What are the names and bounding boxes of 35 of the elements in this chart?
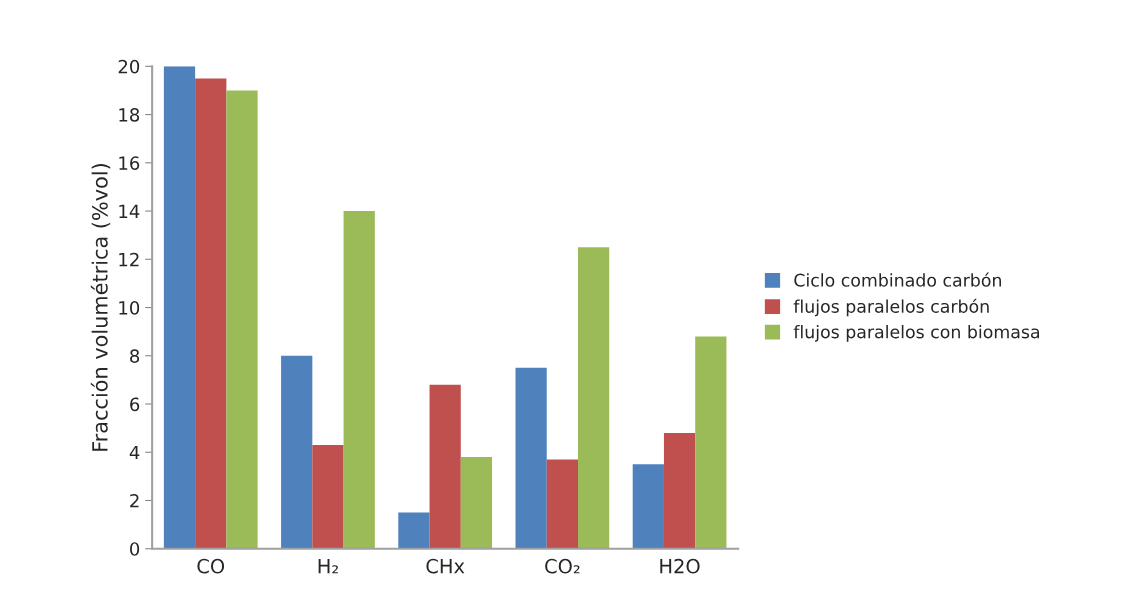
y-tick-label: 14 — [119, 204, 140, 218]
bar — [515, 367, 547, 549]
bar — [312, 445, 344, 549]
bar — [578, 247, 610, 549]
bar — [343, 211, 375, 549]
bar — [429, 384, 461, 549]
bar — [695, 336, 727, 549]
y-axis-title: Fracción volumétrica (%vol) — [90, 164, 111, 451]
y-tick-label: 0 — [130, 542, 140, 556]
y-tick-label: 10 — [119, 300, 140, 315]
y-tick-label: 12 — [119, 252, 139, 267]
bar — [163, 66, 196, 549]
x-tick-label: H₂ — [318, 559, 338, 574]
bar — [632, 464, 664, 549]
x-tick-label: H2O — [660, 558, 700, 574]
bar — [460, 457, 493, 549]
legend-label: Ciclo combinado carbón — [794, 272, 1001, 287]
y-tick-label: 16 — [119, 156, 140, 170]
y-tick-label: 6 — [130, 397, 140, 412]
bar — [546, 459, 578, 549]
bar — [226, 90, 258, 549]
y-tick-label: 8 — [130, 349, 140, 363]
x-tick-label: CO — [197, 558, 225, 574]
legend-label: flujos paralelos con biomasa — [793, 324, 1040, 342]
x-tick-label: CHx — [426, 558, 465, 574]
y-tick-label: 18 — [119, 108, 140, 122]
y-tick-label: 2 — [130, 493, 139, 508]
bar — [663, 432, 696, 549]
bar — [281, 355, 313, 549]
legend-label: flujos paralelos carbón — [793, 298, 989, 317]
y-tick-label: 20 — [118, 59, 140, 74]
bar — [398, 512, 430, 549]
x-tick-label: CO₂ — [545, 558, 580, 574]
y-tick-label: 4 — [129, 445, 140, 460]
bar — [195, 78, 227, 549]
